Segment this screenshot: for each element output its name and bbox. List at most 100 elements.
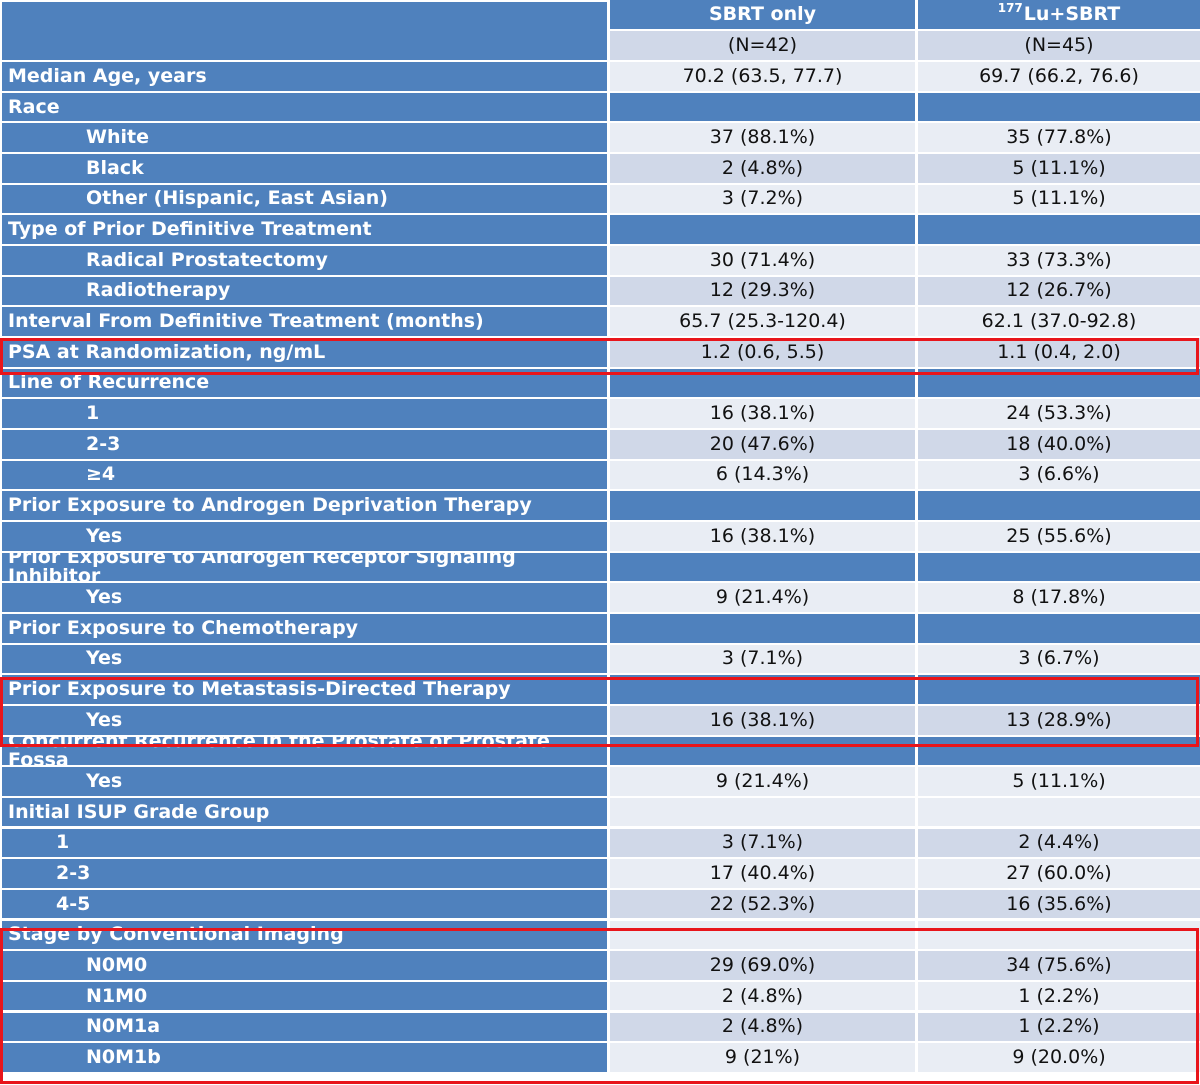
cell-sbrt-only: 2 (4.8%)	[610, 154, 915, 183]
cell-sbrt-only: 9 (21%)	[610, 1043, 915, 1072]
cell-sbrt-only: 9 (21.4%)	[610, 767, 915, 796]
row-label: Concurrent Recurrence in the Prostate or…	[2, 736, 607, 766]
row-label: Radiotherapy	[2, 276, 607, 306]
table-row: N0M0 29 (69.0%) 34 (75.6%)	[0, 951, 1200, 982]
row-label: Interval From Definitive Treatment (mont…	[2, 307, 607, 336]
table-row: Other (Hispanic, East Asian) 3 (7.2%) 5 (1…	[0, 184, 1200, 216]
cell-sbrt-only	[610, 92, 915, 122]
row-label: Stage by Conventional Imaging	[2, 920, 607, 950]
table-row: Concurrent Recurrence in the Prostate or…	[0, 736, 1200, 768]
cell-lu-sbrt: 3 (6.6%)	[918, 460, 1200, 490]
row-label: Black	[2, 154, 607, 183]
table-row: Race	[0, 92, 1200, 124]
row-label: Prior Exposure to Chemotherapy	[2, 613, 607, 643]
row-label: Type of Prior Definitive Treatment	[2, 215, 607, 244]
row-label: Yes	[2, 705, 607, 735]
table-row: White 37 (88.1%) 35 (77.8%)	[0, 123, 1200, 154]
table-row: Interval From Definitive Treatment (mont…	[0, 307, 1200, 338]
cell-lu-sbrt: 27 (60.0%)	[918, 859, 1200, 888]
cell-sbrt-only: 16 (38.1%)	[610, 399, 915, 428]
cell-sbrt-only: 37 (88.1%)	[610, 123, 915, 152]
table-row: Prior Exposure to Metastasis-Directed Th…	[0, 675, 1200, 706]
table-row: Type of Prior Definitive Treatment	[0, 215, 1200, 246]
row-label: Yes	[2, 644, 607, 674]
cell-sbrt-only	[610, 491, 915, 520]
cell-lu-sbrt: 5 (11.1%)	[918, 767, 1200, 796]
row-label: Initial ISUP Grade Group	[2, 797, 607, 827]
cell-sbrt-only: 16 (38.1%)	[610, 521, 915, 551]
cell-sbrt-only: 3 (7.1%)	[610, 828, 915, 858]
table-row: Black 2 (4.8%) 5 (11.1%)	[0, 154, 1200, 185]
row-label: Median Age, years	[2, 62, 607, 91]
row-label: Race	[2, 92, 607, 122]
row-label: Prior Exposure to Androgen Deprivation T…	[2, 491, 607, 520]
table-row: Yes 16 (38.1%) 25 (55.6%)	[0, 521, 1200, 553]
cell-sbrt-only	[610, 797, 915, 827]
row-label: 2-3	[2, 429, 607, 459]
cell-lu-sbrt: 12 (26.7%)	[918, 276, 1200, 306]
cell-lu-sbrt: 34 (75.6%)	[918, 951, 1200, 980]
cell-sbrt-only	[610, 613, 915, 643]
cell-sbrt-only: 17 (40.4%)	[610, 859, 915, 888]
cell-sbrt-only: 65.7 (25.3-120.4)	[610, 307, 915, 336]
cell-lu-sbrt	[918, 552, 1200, 582]
table-row: 4-5 22 (52.3%) 16 (35.6%)	[0, 889, 1200, 921]
row-label: N1M0	[2, 981, 607, 1011]
row-label: Yes	[2, 521, 607, 551]
table-row: Prior Exposure to Androgen Deprivation T…	[0, 491, 1200, 522]
cell-lu-sbrt	[918, 368, 1200, 398]
table-row: 1 16 (38.1%) 24 (53.3%)	[0, 399, 1200, 430]
cell-lu-sbrt	[918, 92, 1200, 122]
cell-lu-sbrt: 1 (2.2%)	[918, 1012, 1200, 1042]
table-row: Prior Exposure to Androgen Receptor Sign…	[0, 552, 1200, 584]
row-label: N0M0	[2, 951, 607, 980]
row-label: 4-5	[2, 889, 607, 919]
cell-lu-sbrt: 1 (2.2%)	[918, 981, 1200, 1011]
cell-sbrt-only	[610, 368, 915, 398]
cell-lu-sbrt	[918, 920, 1200, 950]
row-label: Prior Exposure to Androgen Receptor Sign…	[2, 552, 607, 582]
cell-sbrt-only: 1.2 (0.6, 5.5)	[610, 337, 915, 367]
column-header-lu-sbrt-label: Lu+SBRT	[1023, 3, 1121, 25]
table-row: N0M1b 9 (21%) 9 (20.0%)	[0, 1043, 1200, 1074]
row-label: N0M1b	[2, 1043, 607, 1072]
cell-lu-sbrt	[918, 797, 1200, 827]
row-label: 1	[2, 399, 607, 428]
column-header-sbrt-only: SBRT only	[610, 0, 915, 29]
table-row: Yes 9 (21.4%) 5 (11.1%)	[0, 767, 1200, 798]
table-row: N1M0 2 (4.8%) 1 (2.2%)	[0, 981, 1200, 1013]
sample-size-row: (N=42) (N=45)	[0, 31, 1200, 62]
table-row: Line of Recurrence	[0, 368, 1200, 400]
row-label: Radical Prostatectomy	[2, 246, 607, 275]
row-label: White	[2, 123, 607, 152]
row-label: Yes	[2, 583, 607, 612]
cell-lu-sbrt: 5 (11.1%)	[918, 154, 1200, 183]
row-label: PSA at Randomization, ng/mL	[2, 337, 607, 367]
row-label: Yes	[2, 767, 607, 796]
cell-sbrt-only: 70.2 (63.5, 77.7)	[610, 62, 915, 91]
cell-lu-sbrt: 16 (35.6%)	[918, 889, 1200, 919]
table-row: Yes 3 (7.1%) 3 (6.7%)	[0, 644, 1200, 676]
cell-lu-sbrt	[918, 675, 1200, 704]
cell-lu-sbrt: 1.1 (0.4, 2.0)	[918, 337, 1200, 367]
cell-sbrt-only	[610, 920, 915, 950]
cell-lu-sbrt: 18 (40.0%)	[918, 429, 1200, 459]
table-row: Radiotherapy 12 (29.3%) 12 (26.7%)	[0, 276, 1200, 308]
cell-lu-sbrt: 5 (11.1%)	[918, 184, 1200, 214]
row-label: Line of Recurrence	[2, 368, 607, 398]
column-header-lu-superscript: 177	[997, 0, 1023, 15]
column-header-row: SBRT only 177 Lu+SBRT	[0, 0, 1200, 31]
row-label: Prior Exposure to Metastasis-Directed Th…	[2, 675, 607, 704]
row-label: Other (Hispanic, East Asian)	[2, 184, 607, 214]
cell-lu-sbrt: 13 (28.9%)	[918, 705, 1200, 735]
cell-sbrt-only: 3 (7.2%)	[610, 184, 915, 214]
cell-sbrt-only: 2 (4.8%)	[610, 981, 915, 1011]
sample-size-lu-sbrt: (N=45)	[918, 31, 1200, 60]
row-label: 2-3	[2, 859, 607, 888]
row-label: 1	[2, 828, 607, 858]
cell-lu-sbrt	[918, 613, 1200, 643]
column-header-sbrt-only-label: SBRT only	[709, 3, 816, 25]
cell-sbrt-only: 22 (52.3%)	[610, 889, 915, 919]
table-row: Stage by Conventional Imaging	[0, 920, 1200, 952]
